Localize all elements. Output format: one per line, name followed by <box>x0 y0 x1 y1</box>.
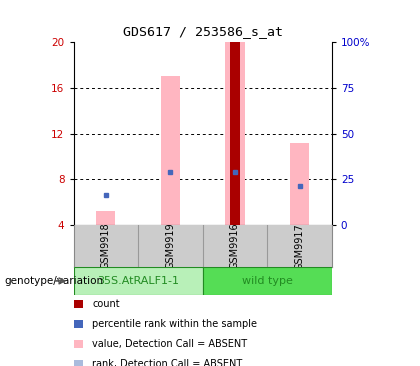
Bar <box>290 143 309 225</box>
Text: rank, Detection Call = ABSENT: rank, Detection Call = ABSENT <box>92 359 243 366</box>
Text: value, Detection Call = ABSENT: value, Detection Call = ABSENT <box>92 339 247 349</box>
Text: GSM9917: GSM9917 <box>294 223 304 269</box>
Text: wild type: wild type <box>242 276 293 286</box>
Bar <box>161 76 180 225</box>
Text: GSM9918: GSM9918 <box>101 223 111 269</box>
Text: GSM9916: GSM9916 <box>230 223 240 269</box>
Text: percentile rank within the sample: percentile rank within the sample <box>92 319 257 329</box>
Bar <box>74 267 203 295</box>
Bar <box>203 267 332 295</box>
Bar <box>225 42 244 225</box>
Text: 35S.AtRALF1-1: 35S.AtRALF1-1 <box>97 276 179 286</box>
Bar <box>230 42 240 225</box>
Text: genotype/variation: genotype/variation <box>4 276 103 286</box>
Bar <box>96 212 116 225</box>
Text: count: count <box>92 299 120 309</box>
Text: GSM9919: GSM9919 <box>165 223 176 269</box>
Title: GDS617 / 253586_s_at: GDS617 / 253586_s_at <box>123 25 283 38</box>
